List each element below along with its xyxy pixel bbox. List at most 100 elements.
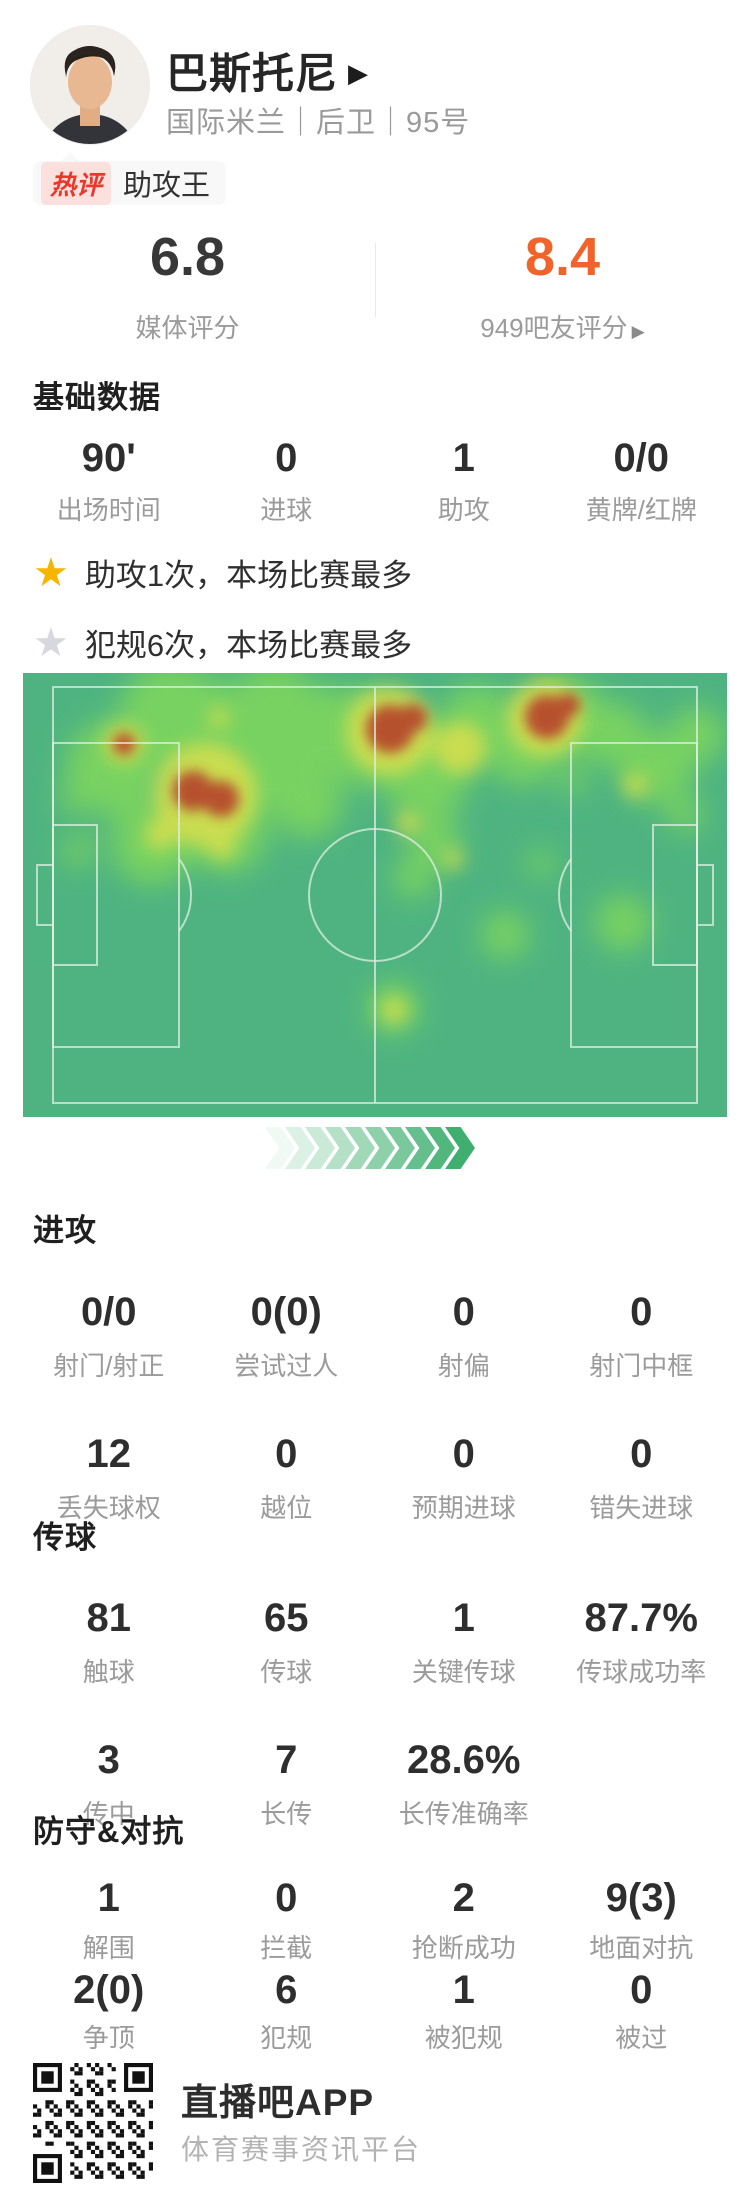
stat-label: 进球 [260, 495, 313, 525]
avatar-image [31, 26, 149, 144]
stat-label: 越位 [260, 1493, 313, 1523]
stat-value: 0 [630, 1968, 653, 2012]
attack-values-2: 12 0 0 0 [0, 1432, 750, 1477]
stat-value: 0/0 [80, 1290, 137, 1334]
media-rating: 6.8 媒体评分 [0, 224, 375, 345]
passing-values-1: 81 65 1 87.7% [0, 1596, 750, 1641]
defense-values-1: 1 0 2 9(3) [0, 1876, 750, 1921]
stat-label: 争顶 [82, 2023, 135, 2053]
highlight-text: 助攻1次，本场比赛最多 [84, 558, 413, 593]
hot-comment-text: 助攻王 [123, 170, 211, 202]
passing-values-2: 3 7 28.6% [0, 1738, 750, 1783]
stat-label: 长传 [260, 1799, 313, 1829]
stat-value: 1 [452, 1968, 475, 2012]
stat-value: 1 [97, 1876, 120, 1920]
stat-value: 7 [275, 1738, 298, 1782]
stat-label: 传中 [82, 1799, 135, 1829]
player-name-link[interactable]: 巴斯托尼 ▶ [166, 40, 369, 101]
stat-value: 3 [97, 1738, 120, 1782]
basic-stats-labels: 出场时间 进球 助攻 黄牌/红牌 [0, 490, 750, 527]
position-heatmap [23, 663, 727, 1117]
app-tagline: 体育赛事资讯平台 [181, 2134, 422, 2165]
fan-rating-label: 949吧友评分 ▶ [480, 313, 645, 343]
stat-value: 6 [275, 1968, 298, 2012]
stat-label: 出场时间 [56, 495, 161, 525]
hot-comment-badge: 热评 助攻王 [33, 152, 227, 205]
rating-divider [375, 243, 376, 317]
stat-label: 犯规 [260, 2023, 313, 2053]
attack-labels-1: 射门/射正 尝试过人 射偏 射门中框 [0, 1346, 750, 1383]
stat-label: 黄牌/红牌 [585, 495, 697, 525]
highlight-fouls: ★ 犯规6次，本场比赛最多 [33, 620, 412, 665]
stat-label: 被犯规 [424, 2023, 503, 2053]
stat-label: 射门/射正 [53, 1351, 165, 1381]
stat-value: 0 [275, 1876, 298, 1920]
gray-star-icon: ★ [33, 620, 69, 665]
fan-rating-value: 8.4 [524, 227, 601, 287]
defense-labels-1: 解围 拦截 抢断成功 地面对抗 [0, 1928, 750, 1965]
stat-value: 0 [452, 1290, 475, 1334]
stat-value: 9(3) [605, 1876, 677, 1920]
stat-label: 长传准确率 [398, 1799, 529, 1829]
stat-value: 2(0) [73, 1968, 145, 2012]
stat-value: 90' [81, 436, 136, 480]
stat-value: 0(0) [250, 1290, 322, 1334]
stat-value: 2 [452, 1876, 475, 1920]
defense-labels-2: 争顶 犯规 被犯规 被过 [0, 2018, 750, 2055]
stat-value: 0 [275, 1432, 298, 1476]
stat-value: 0/0 [613, 436, 670, 480]
fan-rating[interactable]: 8.4 949吧友评分 ▶ [375, 224, 750, 345]
player-name: 巴斯托尼 [166, 50, 339, 97]
passing-labels-2: 传中 长传 长传准确率 [0, 1794, 750, 1831]
media-rating-value: 6.8 [149, 227, 226, 287]
stat-label: 传球 [260, 1657, 313, 1687]
stat-label: 传球成功率 [576, 1657, 707, 1687]
stat-label: 助攻 [437, 495, 490, 525]
section-title-attack: 进攻 [33, 1213, 97, 1248]
media-rating-label: 媒体评分 [135, 313, 240, 343]
stat-value: 12 [86, 1432, 132, 1476]
stat-value: 81 [86, 1596, 132, 1640]
app-name: 直播吧APP [181, 2082, 375, 2123]
stat-value: 1 [452, 436, 475, 480]
stat-value: 0 [452, 1432, 475, 1476]
highlight-assist: ★ 助攻1次，本场比赛最多 [33, 550, 412, 595]
stat-label: 抢断成功 [411, 1933, 516, 1963]
player-team-position: 国际米兰｜后卫｜95号 [166, 107, 471, 139]
stat-label: 被过 [615, 2023, 668, 2053]
caret-right-icon: ▶ [348, 58, 370, 88]
section-title-basic: 基础数据 [33, 380, 161, 415]
hot-tag: 热评 [41, 161, 112, 205]
progress-chevrons [0, 1127, 750, 1169]
stat-label: 射偏 [437, 1351, 490, 1381]
gold-star-icon: ★ [33, 550, 69, 595]
stat-label: 触球 [82, 1657, 135, 1687]
pitch-lines [36, 686, 714, 1104]
stat-label: 地面对抗 [589, 1933, 694, 1963]
defense-values-2: 2(0) 6 1 0 [0, 1968, 750, 2013]
stat-value: 87.7% [584, 1596, 698, 1640]
passing-labels-1: 触球 传球 关键传球 传球成功率 [0, 1652, 750, 1689]
stat-value: 0 [630, 1290, 653, 1334]
stat-label: 尝试过人 [234, 1351, 339, 1381]
stat-value: 65 [264, 1596, 309, 1640]
section-title-passing: 传球 [33, 1520, 97, 1555]
basic-stats-values: 90' 0 1 0/0 [0, 436, 750, 481]
stat-value: 0 [275, 436, 298, 480]
stat-label: 丢失球权 [56, 1493, 161, 1523]
attack-values-1: 0/0 0(0) 0 0 [0, 1290, 750, 1335]
stat-value: 1 [452, 1596, 475, 1640]
player-avatar[interactable] [30, 25, 150, 145]
stat-label: 射门中框 [589, 1351, 694, 1381]
attack-labels-2: 丢失球权 越位 预期进球 错失进球 [0, 1488, 750, 1525]
section-title-defense: 防守&对抗 [33, 1814, 185, 1849]
heatmap-pitch [23, 663, 727, 1117]
stat-value: 28.6% [407, 1738, 521, 1782]
stat-label: 拦截 [260, 1933, 313, 1963]
stat-label: 错失进球 [589, 1493, 694, 1523]
qr-code [33, 2063, 153, 2183]
stat-label: 解围 [82, 1933, 135, 1963]
stat-label: 预期进球 [411, 1493, 516, 1523]
highlight-text: 犯规6次，本场比赛最多 [84, 628, 413, 663]
